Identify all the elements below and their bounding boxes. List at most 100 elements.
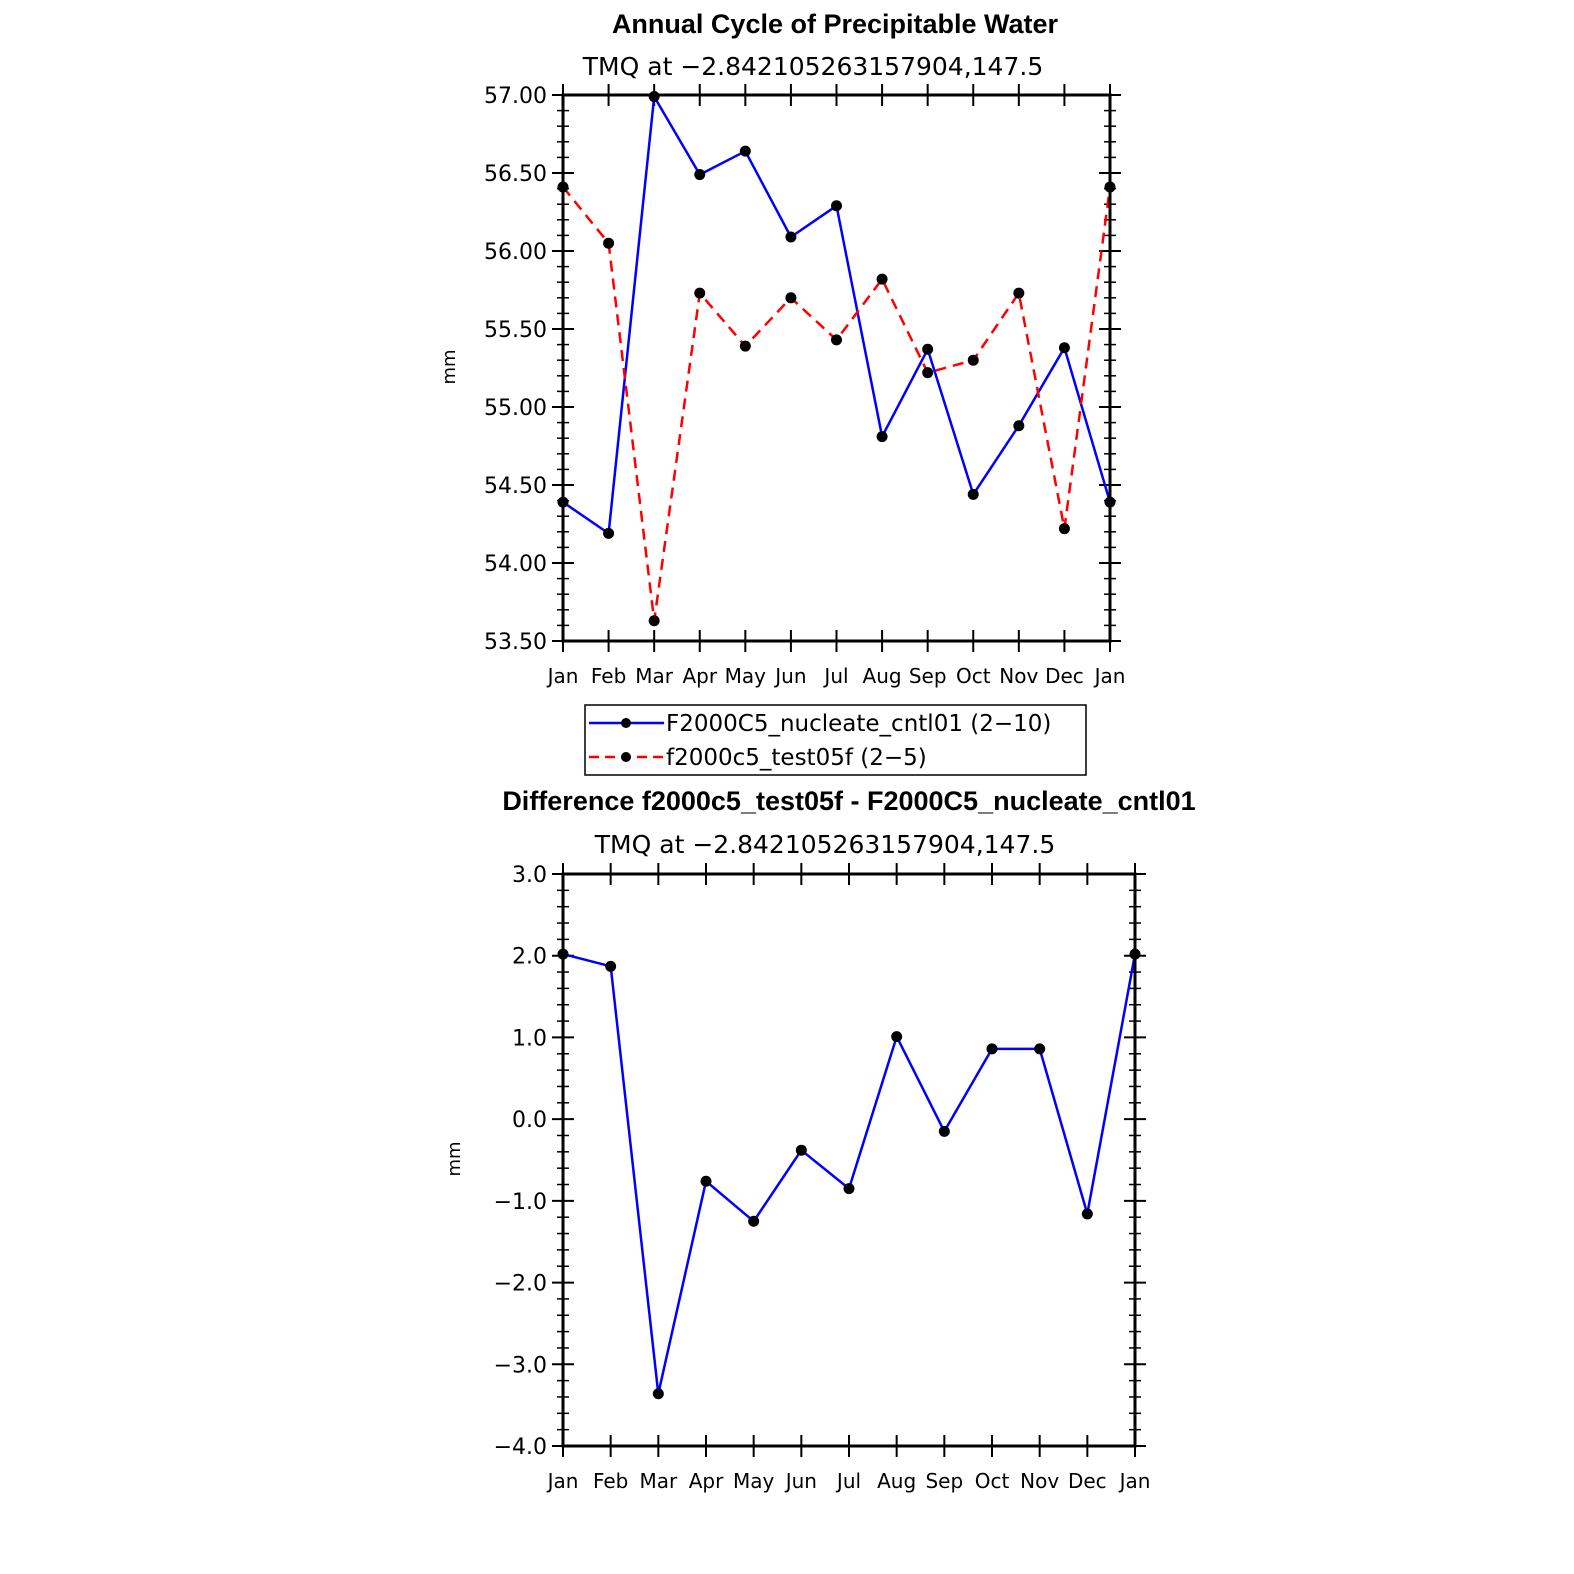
data-point xyxy=(1013,420,1025,432)
bottom-chart-panel: Difference f2000c5_test05f - F2000C5_nuc… xyxy=(444,786,1196,1493)
data-point xyxy=(648,91,660,103)
data-point xyxy=(648,615,660,627)
data-point xyxy=(922,367,934,379)
data-point xyxy=(986,1043,998,1055)
legend-label-series-2: f2000c5_test05f (2−5) xyxy=(666,745,927,771)
x-tick-label: Apr xyxy=(689,1469,724,1493)
legend-box xyxy=(584,704,1087,776)
x-tick-label: Sep xyxy=(925,1469,963,1493)
bottom-chart-frame xyxy=(561,872,1137,1448)
data-point xyxy=(967,354,979,366)
x-tick-label: Sep xyxy=(909,664,947,688)
x-tick-label: May xyxy=(725,664,767,688)
bottom-chart-axes xyxy=(552,863,1146,1457)
bottom-chart-series xyxy=(557,948,1141,1400)
x-tick-label: Mar xyxy=(639,1469,678,1493)
data-point xyxy=(785,231,797,243)
data-point xyxy=(1034,1043,1046,1055)
top-chart-x-tick-labels: Jan Feb Mar Apr May Jun Jul Aug Sep Oct Nov Dec Jan xyxy=(546,664,1126,688)
y-tick-label: 1.0 xyxy=(512,1026,547,1051)
x-tick-label: Nov xyxy=(999,664,1038,688)
x-tick-label: Oct xyxy=(956,664,991,688)
top-chart-y-axis-label: mm xyxy=(439,349,460,384)
legend-label-series-1: F2000C5_nucleate_cntl01 (2−10) xyxy=(666,711,1051,737)
x-tick-label: Jan xyxy=(1093,664,1126,688)
x-tick-label: Nov xyxy=(1020,1469,1059,1493)
legend-marker-series-2 xyxy=(621,752,631,762)
series-line-1 xyxy=(562,95,1112,535)
x-tick-label: Jan xyxy=(546,664,579,688)
y-tick-label: 3.0 xyxy=(512,863,547,888)
bottom-chart-title: Difference f2000c5_test05f - F2000C5_nuc… xyxy=(502,786,1195,816)
y-tick-label: 53.50 xyxy=(484,630,547,655)
data-point xyxy=(967,488,979,500)
data-point xyxy=(694,287,706,299)
y-tick-label: −1.0 xyxy=(494,1190,547,1215)
data-point xyxy=(831,334,842,346)
data-point xyxy=(785,292,797,304)
y-tick-label: 2.0 xyxy=(512,945,547,970)
data-point xyxy=(795,1144,807,1156)
x-tick-label: Jan xyxy=(546,1469,579,1493)
x-tick-label: Jan xyxy=(1118,1469,1151,1493)
bottom-chart-subtitle: TMQ at −2.842105263157904,147.5 xyxy=(594,830,1055,859)
data-point xyxy=(652,1388,664,1400)
x-tick-label: Mar xyxy=(635,664,674,688)
y-tick-label: 55.50 xyxy=(484,318,547,343)
data-point xyxy=(694,169,706,181)
data-point xyxy=(1013,287,1025,299)
series-line-1 xyxy=(562,952,1137,1395)
y-tick-label: 54.00 xyxy=(484,552,547,577)
data-point xyxy=(843,1183,855,1195)
data-point xyxy=(748,1215,760,1227)
data-point xyxy=(603,237,615,249)
top-chart-legend: F2000C5_nucleate_cntl01 (2−10) f2000c5_t… xyxy=(584,704,1087,776)
series-line-2 xyxy=(562,186,1112,622)
x-tick-label: May xyxy=(733,1469,775,1493)
data-point xyxy=(1058,523,1070,535)
x-tick-label: Aug xyxy=(877,1469,916,1493)
top-chart-subtitle: TMQ at −2.842105263157904,147.5 xyxy=(582,52,1043,81)
top-chart-frame xyxy=(561,93,1112,643)
data-point xyxy=(831,200,842,212)
x-tick-label: Jun xyxy=(773,664,806,688)
y-tick-label: −2.0 xyxy=(494,1272,547,1297)
data-point xyxy=(876,431,888,443)
data-point xyxy=(891,1031,903,1043)
y-tick-label: −4.0 xyxy=(494,1435,547,1460)
y-tick-label: 57.00 xyxy=(484,84,547,109)
data-point xyxy=(938,1125,950,1137)
data-point xyxy=(739,145,751,157)
y-tick-label: 0.0 xyxy=(512,1108,547,1133)
y-tick-label: 56.00 xyxy=(484,240,547,265)
x-tick-label: Feb xyxy=(593,1469,628,1493)
data-point xyxy=(1058,342,1070,354)
x-tick-label: Apr xyxy=(682,664,717,688)
bottom-chart-x-tick-labels: Jan Feb Mar Apr May Jun Jul Aug Sep Oct Nov Dec Jan xyxy=(546,1469,1151,1493)
y-tick-label: 55.00 xyxy=(484,396,547,421)
x-tick-label: Feb xyxy=(591,664,626,688)
data-point xyxy=(605,960,617,972)
data-point xyxy=(876,273,888,285)
x-tick-label: Jun xyxy=(784,1469,817,1493)
x-tick-label: Dec xyxy=(1068,1469,1107,1493)
top-chart-y-tick-labels: 53.50 54.00 54.50 55.00 55.50 56.00 56.50 57.00 xyxy=(484,84,547,655)
x-tick-label: Jul xyxy=(822,664,848,688)
data-point xyxy=(700,1175,712,1187)
y-tick-label: 54.50 xyxy=(484,474,547,499)
top-chart-title: Annual Cycle of Precipitable Water xyxy=(612,9,1059,39)
legend-marker-series-1 xyxy=(621,718,631,728)
top-chart-panel: Annual Cycle of Precipitable Water TMQ a… xyxy=(439,9,1126,776)
bottom-chart-y-tick-labels: −4.0 −3.0 −2.0 −1.0 0.0 1.0 2.0 3.0 xyxy=(494,863,547,1460)
y-tick-label: −3.0 xyxy=(494,1353,547,1378)
x-tick-label: Oct xyxy=(975,1469,1010,1493)
data-point xyxy=(1081,1208,1093,1220)
data-point xyxy=(922,343,934,355)
x-tick-label: Jul xyxy=(835,1469,861,1493)
bottom-chart-y-axis-label: mm xyxy=(444,1141,465,1176)
data-point xyxy=(739,340,751,352)
x-tick-label: Aug xyxy=(863,664,902,688)
data-point xyxy=(603,527,615,539)
top-chart-axes xyxy=(552,84,1121,652)
